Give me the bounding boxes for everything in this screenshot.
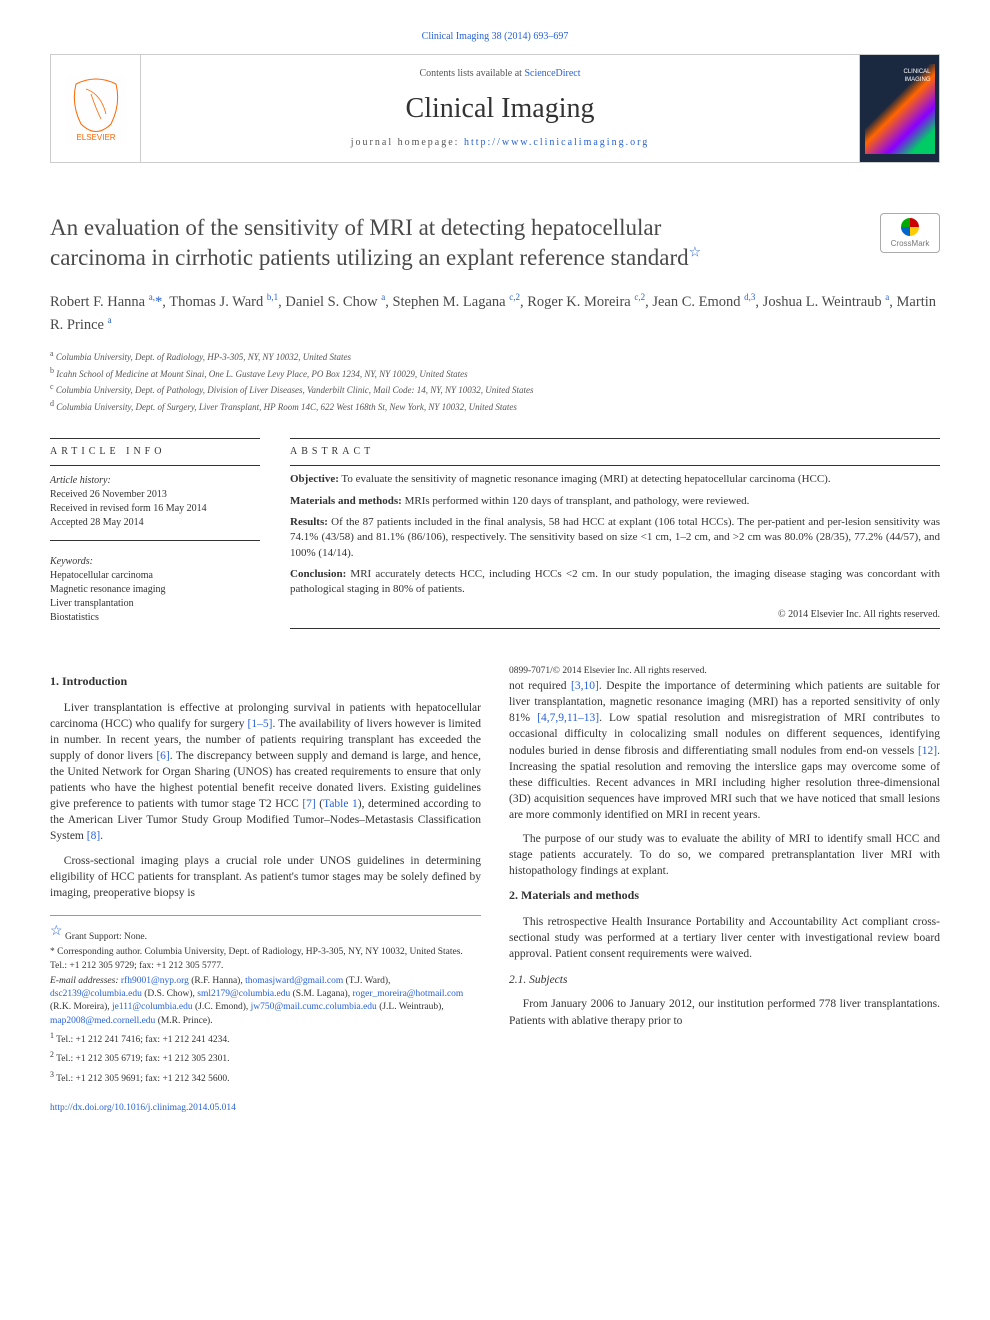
history-accepted: Accepted 28 May 2014 [50,516,260,530]
keyword: Magnetic resonance imaging [50,583,260,597]
intro-paragraph-1: Liver transplantation is effective at pr… [50,700,481,845]
homepage-line: journal homepage: http://www.clinicalima… [151,136,849,150]
abs-methods-label: Materials and methods: [290,495,402,507]
publisher-logo-cell: ELSEVIER [51,55,141,162]
crossmark-icon [901,218,919,236]
email-link[interactable]: sml2179@columbia.edu [197,989,290,999]
issn-copyright: 0899-7071/© 2014 Elsevier Inc. All right… [509,665,940,678]
ref-link[interactable]: [3,10] [571,680,599,692]
email-link[interactable]: jw750@mail.cumc.columbia.edu [251,1002,377,1012]
intro-paragraph-2: Cross-sectional imaging plays a crucial … [50,853,481,901]
abs-objective: To evaluate the sensitivity of magnetic … [339,473,831,485]
footnote-grant: ☆ Grant Support: None. [50,922,481,944]
history-revised: Received in revised form 16 May 2014 [50,502,260,516]
history-received: Received 26 November 2013 [50,488,260,502]
keyword: Liver transplantation [50,597,260,611]
subjects-heading: 2.1. Subjects [509,972,940,988]
col2-paragraph-1: not required [3,10]. Despite the importa… [509,678,940,823]
abs-methods: MRIs performed within 120 days of transp… [402,495,750,507]
footnote-tel-1: 1 Tel.: +1 212 241 7416; fax: +1 212 241… [50,1030,481,1047]
footnote-emails: E-mail addresses: rfh9001@nyp.org (R.F. … [50,975,481,1028]
ref-link[interactable]: [12] [918,745,937,757]
top-citation: Clinical Imaging 38 (2014) 693–697 [50,30,940,44]
homepage-prefix: journal homepage: [351,137,464,148]
abstract-body: Objective: To evaluate the sensitivity o… [290,472,940,598]
journal-cover-thumb [865,64,935,154]
abs-results: Of the 87 patients included in the final… [290,516,940,559]
footnotes: ☆ Grant Support: None. * Corresponding a… [50,915,481,1087]
affiliations: a Columbia University, Dept. of Radiolog… [50,348,940,414]
contents-available: Contents lists available at ScienceDirec… [151,67,849,81]
subjects-paragraph-1: From January 2006 to January 2012, our i… [509,996,940,1028]
email-link[interactable]: je111@columbia.edu [112,1002,193,1012]
title-line-2: carcinoma in cirrhotic patients utilizin… [50,245,689,270]
footnote-tel-2: 2 Tel.: +1 212 305 6719; fax: +1 212 305… [50,1049,481,1066]
email-link[interactable]: thomasjward@gmail.com [245,976,343,986]
col2-paragraph-2: The purpose of our study was to evaluate… [509,831,940,879]
email-link[interactable]: roger_moreira@hotmail.com [352,989,463,999]
keyword: Hepatocellular carcinoma [50,569,260,583]
email-link[interactable]: rfh9001@nyp.org [121,976,189,986]
abs-objective-label: Objective: [290,473,339,485]
email-link[interactable]: map2008@med.cornell.edu [50,1016,155,1026]
article-info: ARTICLE INFO Article history: Received 2… [50,432,260,635]
affiliation-c: c Columbia University, Dept. of Patholog… [50,381,940,398]
methods-heading: 2. Materials and methods [509,887,940,904]
history-label: Article history: [50,474,260,488]
title-line-1: An evaluation of the sensitivity of MRI … [50,215,661,240]
methods-paragraph-1: This retrospective Health Insurance Port… [509,914,940,962]
sciencedirect-link[interactable]: ScienceDirect [524,68,580,79]
journal-masthead: ELSEVIER Contents lists available at Sci… [50,54,940,163]
affiliation-d: d Columbia University, Dept. of Surgery,… [50,398,940,415]
cover-cell [859,55,939,162]
table-link[interactable]: Table 1 [323,798,358,810]
abstract: ABSTRACT Objective: To evaluate the sens… [290,432,940,635]
svg-text:ELSEVIER: ELSEVIER [76,133,115,142]
citation-link[interactable]: Clinical Imaging 38 (2014) 693–697 [422,31,569,42]
elsevier-logo: ELSEVIER [66,74,126,144]
ref-link[interactable]: [4,7,9,11–13] [537,712,599,724]
masthead-center: Contents lists available at ScienceDirec… [141,55,859,162]
footnote-corresponding: * Corresponding author. Columbia Univers… [50,946,481,973]
article-title: An evaluation of the sensitivity of MRI … [50,213,868,273]
author-list: Robert F. Hanna a,*, Thomas J. Ward b,1,… [50,291,940,336]
crossmark-label: CrossMark [891,238,930,249]
info-abstract-row: ARTICLE INFO Article history: Received 2… [50,432,940,635]
intro-heading: 1. Introduction [50,673,481,690]
ref-link[interactable]: [8] [87,830,100,842]
affiliation-b: b Icahn School of Medicine at Mount Sina… [50,365,940,382]
ref-link[interactable]: [7] [302,798,315,810]
abs-conclusion: MRI accurately detects HCC, including HC… [290,568,940,595]
ref-link[interactable]: [1–5] [248,718,273,730]
keyword: Biostatistics [50,611,260,625]
body-two-column: 1. Introduction Liver transplantation is… [50,665,940,1116]
journal-name: Clinical Imaging [151,89,849,128]
abs-results-label: Results: [290,516,328,528]
article-info-heading: ARTICLE INFO [50,445,260,459]
email-link[interactable]: dsc2139@columbia.edu [50,989,142,999]
abstract-copyright: © 2014 Elsevier Inc. All rights reserved… [290,608,940,622]
crossmark-badge[interactable]: CrossMark [880,213,940,253]
homepage-link[interactable]: http://www.clinicalimaging.org [464,137,649,148]
email-label: E-mail addresses: [50,976,119,986]
footnote-tel-3: 3 Tel.: +1 212 305 9691; fax: +1 212 342… [50,1069,481,1086]
ref-link[interactable]: [6] [156,750,169,762]
affiliation-a: a Columbia University, Dept. of Radiolog… [50,348,940,365]
keywords-label: Keywords: [50,555,260,569]
title-footnote-star-icon: ☆ [689,245,702,260]
contents-prefix: Contents lists available at [419,68,524,79]
keywords-list: Hepatocellular carcinoma Magnetic resona… [50,569,260,625]
doi-link[interactable]: http://dx.doi.org/10.1016/j.clinimag.201… [50,1103,236,1113]
abstract-heading: ABSTRACT [290,445,940,459]
abs-conclusion-label: Conclusion: [290,568,346,580]
